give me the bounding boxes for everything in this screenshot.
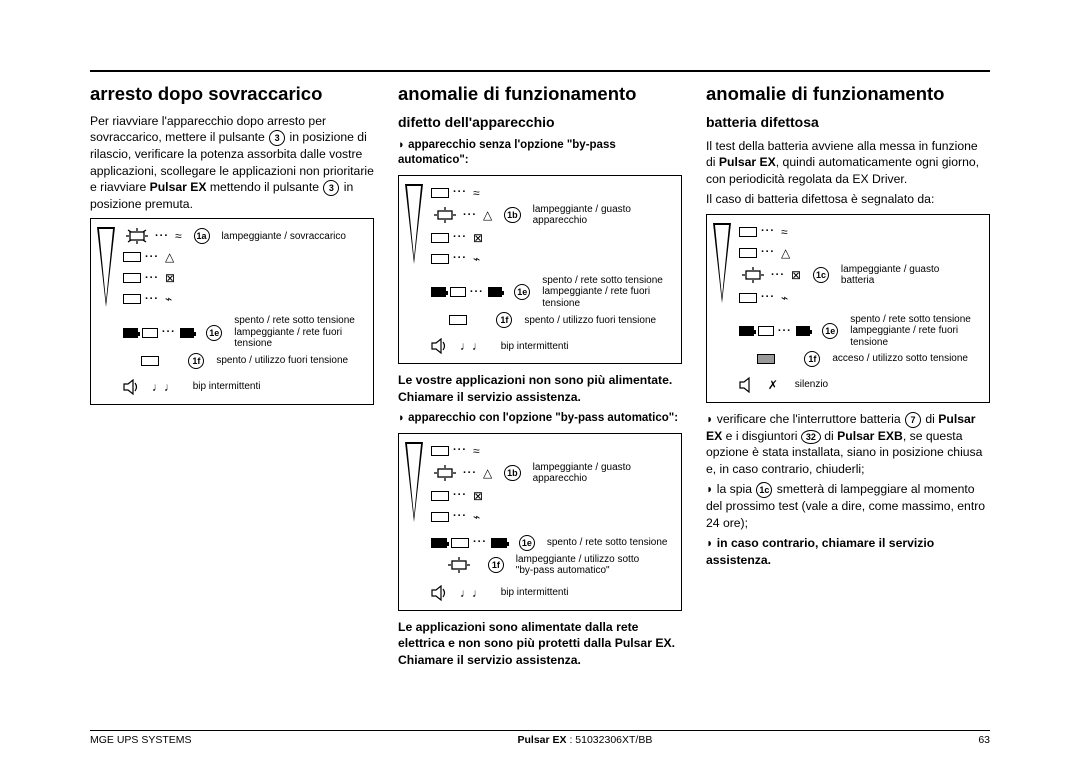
bullet-1: verificare che l'interruttore batteria 7… bbox=[706, 411, 990, 477]
note-a: Le vostre applicazioni non sono più alim… bbox=[398, 372, 682, 405]
col3-title: anomalie di funzionamento bbox=[706, 82, 990, 107]
bullet-2: la spia 1c smetterà di lampeggiare al mo… bbox=[706, 481, 990, 531]
col-overload: arresto dopo sovraccarico Per riavviare … bbox=[90, 82, 374, 672]
col2-h4a: apparecchio senza l'opzione "by-pass aut… bbox=[398, 138, 682, 169]
warn-icon: △ bbox=[165, 249, 174, 265]
col2-title: anomalie di funzionamento bbox=[398, 82, 682, 107]
col1-title: arresto dopo sovraccarico bbox=[90, 82, 374, 107]
col3-p1: Il test della batteria avviene alla mess… bbox=[706, 138, 990, 187]
col2-h4b: apparecchio con l'opzione "by-pass autom… bbox=[398, 411, 682, 427]
footer-page: 63 bbox=[978, 734, 990, 746]
col3-subtitle: batteria difettosa bbox=[706, 113, 990, 132]
battery-icon bbox=[123, 328, 138, 338]
diagram-fault-bypass: ···≈ ···△ 1b lampeggiante / guastoappare… bbox=[398, 433, 682, 611]
page-footer: MGE UPS SYSTEMS Pulsar EX : 51032306XT/B… bbox=[90, 730, 990, 746]
speaker-mute-icon bbox=[739, 377, 757, 393]
col1-para: Per riavviare l'apparecchio dopo arresto… bbox=[90, 113, 374, 212]
footer-left: MGE UPS SYSTEMS bbox=[90, 734, 192, 746]
note-b: Le applicazioni sono alimentate dalla re… bbox=[398, 619, 682, 668]
col-battery-fault: anomalie di funzionamento batteria difet… bbox=[706, 82, 990, 672]
diagram-battery-fault: ···≈ ···△ ···⊠ 1c lampeggiante / guastob… bbox=[706, 214, 990, 404]
wedge-icon bbox=[95, 225, 119, 309]
col-device-fault: anomalie di funzionamento difetto dell'a… bbox=[398, 82, 682, 672]
speaker-icon bbox=[123, 379, 141, 395]
led-lit-icon bbox=[123, 227, 151, 245]
overload-icon: ≈ bbox=[175, 228, 182, 244]
plug-icon: ⌁ bbox=[165, 291, 172, 307]
ref-button-3: 3 bbox=[269, 130, 285, 146]
footer-center: Pulsar EX : 51032306XT/BB bbox=[518, 734, 653, 746]
diagram-overload: ···≈ 1a lampeggiante / sovraccarico ···△… bbox=[90, 218, 374, 405]
bullet-3: in caso contrario, chiamare il servizio … bbox=[706, 535, 990, 568]
batfault-icon: ⊠ bbox=[165, 270, 175, 286]
col2-subtitle: difetto dell'apparecchio bbox=[398, 113, 682, 132]
diagram-fault-nobypass: ···≈ ···△ 1b lampeggiante / guastoappare… bbox=[398, 175, 682, 365]
col3-p2: Il caso di batteria difettosa è segnalat… bbox=[706, 191, 990, 207]
